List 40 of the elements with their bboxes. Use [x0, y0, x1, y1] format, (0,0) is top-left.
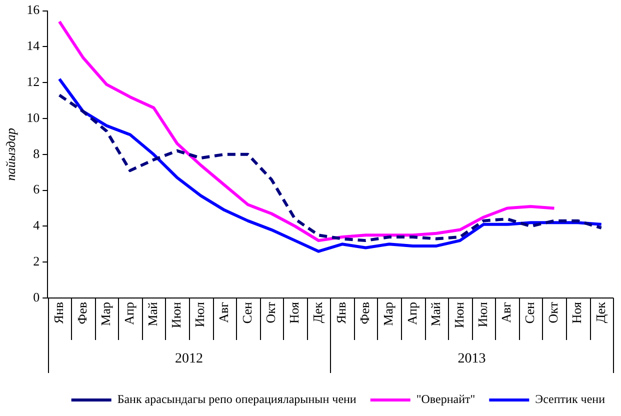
y-tick-label: 4 — [33, 218, 40, 233]
y-tick-label: 8 — [33, 146, 40, 161]
x-tick-label: Ноя — [569, 302, 584, 324]
x-tick-label: Окт — [262, 302, 278, 324]
x-tick-label: Апр — [121, 302, 136, 325]
x-tick-label: Ноя — [286, 302, 302, 324]
y-tick-label: 10 — [26, 110, 40, 125]
legend-label: Эсептик чени — [535, 392, 606, 406]
line-series — [58, 94, 603, 242]
x-tick-label: Май — [428, 302, 443, 326]
x-tick-label: Июн — [168, 302, 184, 328]
text: 2012 — [174, 352, 203, 367]
x-tick-label: Авг — [216, 302, 231, 323]
x-tick-label: Июл — [474, 301, 490, 328]
x-tick-label: Сен — [522, 302, 538, 324]
legend-label: "Овернайт" — [416, 392, 476, 406]
y-tick-label: 12 — [26, 74, 40, 90]
y-tick-label: 6 — [33, 182, 40, 197]
x-tick-label: Мар — [380, 302, 396, 326]
y-axis-title: пайыздар — [3, 128, 18, 181]
y-tick-label: 2 — [33, 254, 40, 269]
x-tick-label: Авг — [498, 302, 514, 323]
x-tick-label: Янв — [334, 302, 349, 324]
x-tick-label: Янв — [50, 302, 66, 324]
text: 2013 — [458, 352, 486, 367]
x-tick-label: Дек — [592, 301, 608, 324]
x-tick-label: Июл — [192, 301, 208, 328]
legend-label: Банк арасындагы репо операцияларынын чени — [117, 392, 357, 406]
x-tick-label: Сен — [239, 302, 254, 324]
y-tick-label: 0 — [33, 289, 40, 304]
x-tick-label: Дек — [310, 301, 326, 324]
x-tick-label: Фев — [357, 302, 372, 324]
x-tick-label: Фев — [74, 302, 90, 324]
x-tick-label: Апр — [404, 302, 420, 325]
y-tick-label: 16 — [26, 2, 40, 18]
x-tick-label: Окт — [546, 302, 561, 324]
x-tick-label: Мар — [98, 302, 113, 326]
x-tick-label: Май — [145, 302, 160, 326]
x-tick-label: Июн — [451, 302, 466, 328]
y-tick-label: 14 — [26, 38, 40, 54]
